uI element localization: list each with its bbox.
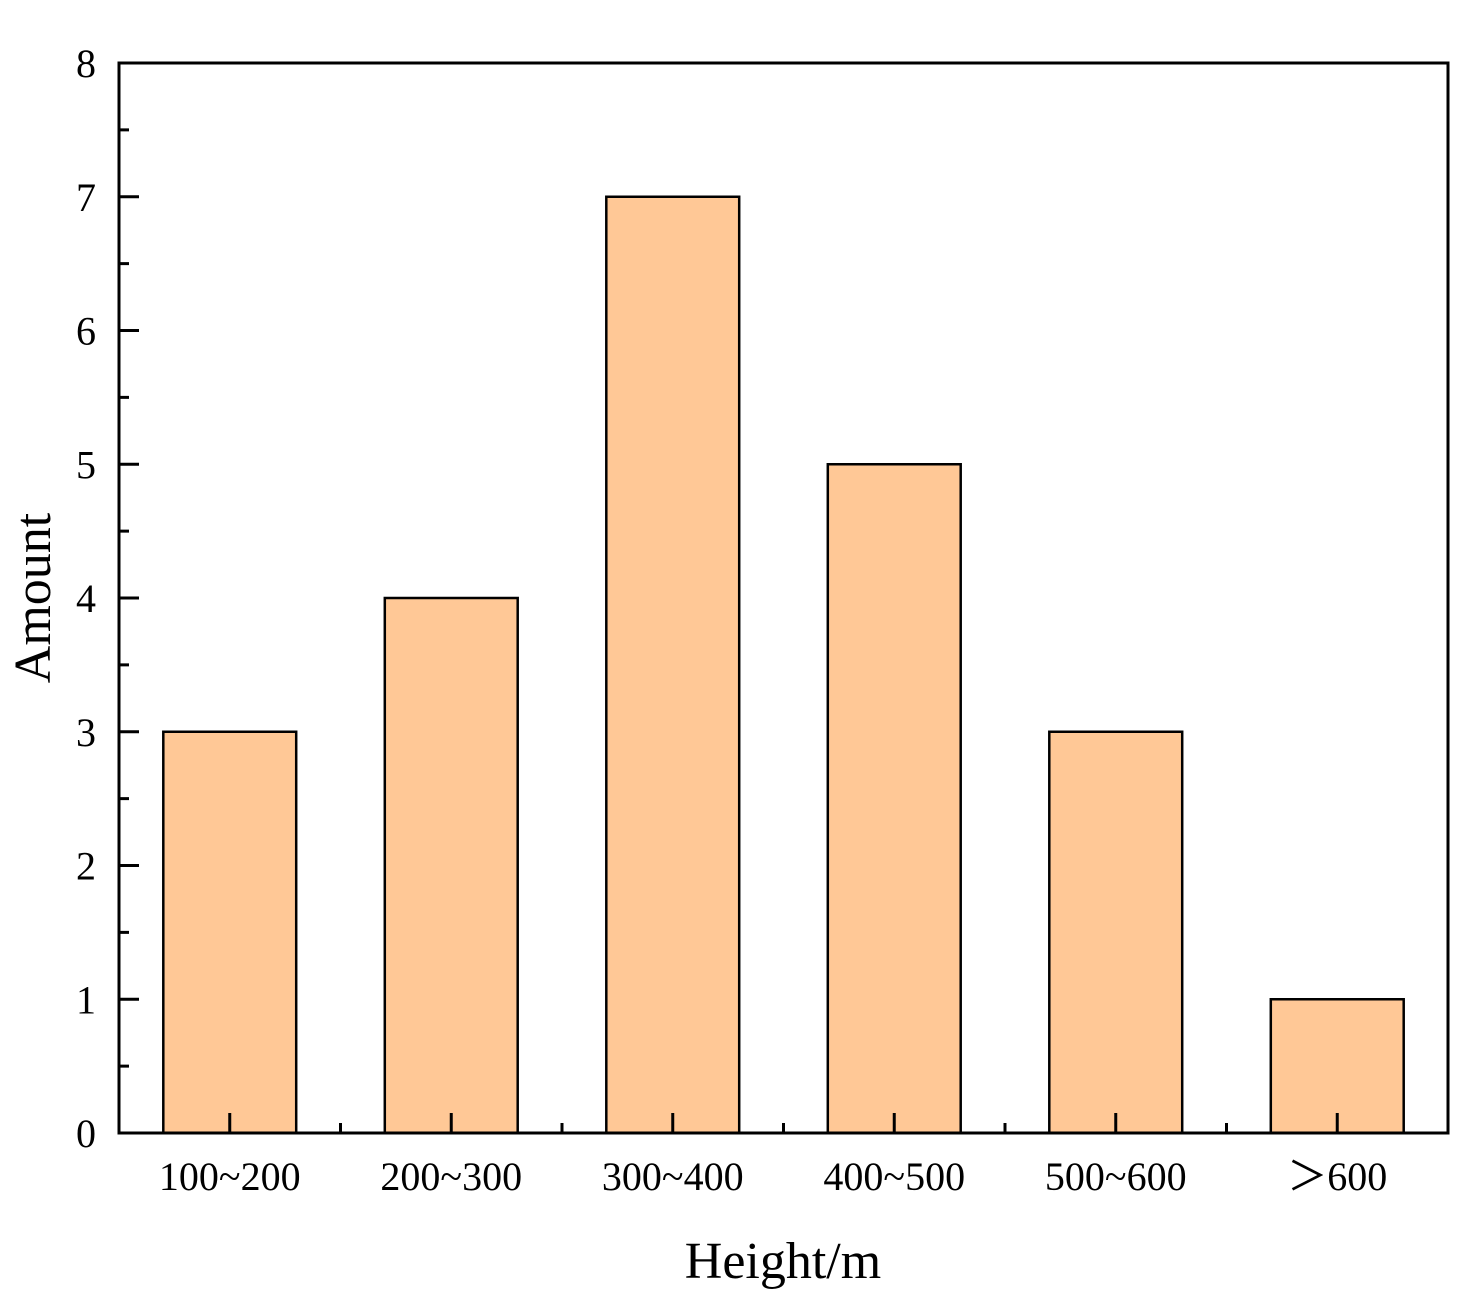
bar-6 xyxy=(1269,998,1405,1135)
x-tick-label: 200~300 xyxy=(380,1154,522,1199)
y-tick-label: 5 xyxy=(76,442,96,487)
bars-group xyxy=(162,195,1405,1135)
x-tick-label: 400~500 xyxy=(823,1154,965,1199)
x-tick-label: 300~400 xyxy=(602,1154,744,1199)
bar-2 xyxy=(383,596,519,1135)
y-tick-label: 1 xyxy=(76,977,96,1022)
y-ticks-group xyxy=(119,61,139,1135)
y-axis-title: Amount xyxy=(5,512,62,683)
x-ticks-group xyxy=(228,1113,1339,1133)
x-axis-title: Height/m xyxy=(685,1233,881,1290)
x-tick-label: ＞600 xyxy=(1287,1154,1387,1199)
plot-frame xyxy=(117,61,1450,1135)
bar-1 xyxy=(162,730,298,1135)
y-tick-label: 6 xyxy=(76,309,96,354)
x-tick-label: 100~200 xyxy=(159,1154,301,1199)
bar-5 xyxy=(1048,730,1184,1135)
bar-3 xyxy=(605,195,741,1135)
y-tick-label: 3 xyxy=(76,710,96,755)
y-tick-label: 8 xyxy=(76,41,96,86)
x-tick-label: 500~600 xyxy=(1045,1154,1187,1199)
y-tick-label: 7 xyxy=(76,175,96,220)
y-tick-label: 2 xyxy=(76,844,96,889)
y-tick-label: 4 xyxy=(76,576,96,621)
y-tick-label: 0 xyxy=(76,1111,96,1156)
y-tick-labels-group: 0 1 2 3 4 5 6 7 8 xyxy=(76,41,96,1156)
bar-4 xyxy=(826,463,962,1135)
x-tick-labels-group: 100~200 200~300 300~400 400~500 500~600 ＞600 xyxy=(159,1154,1387,1199)
